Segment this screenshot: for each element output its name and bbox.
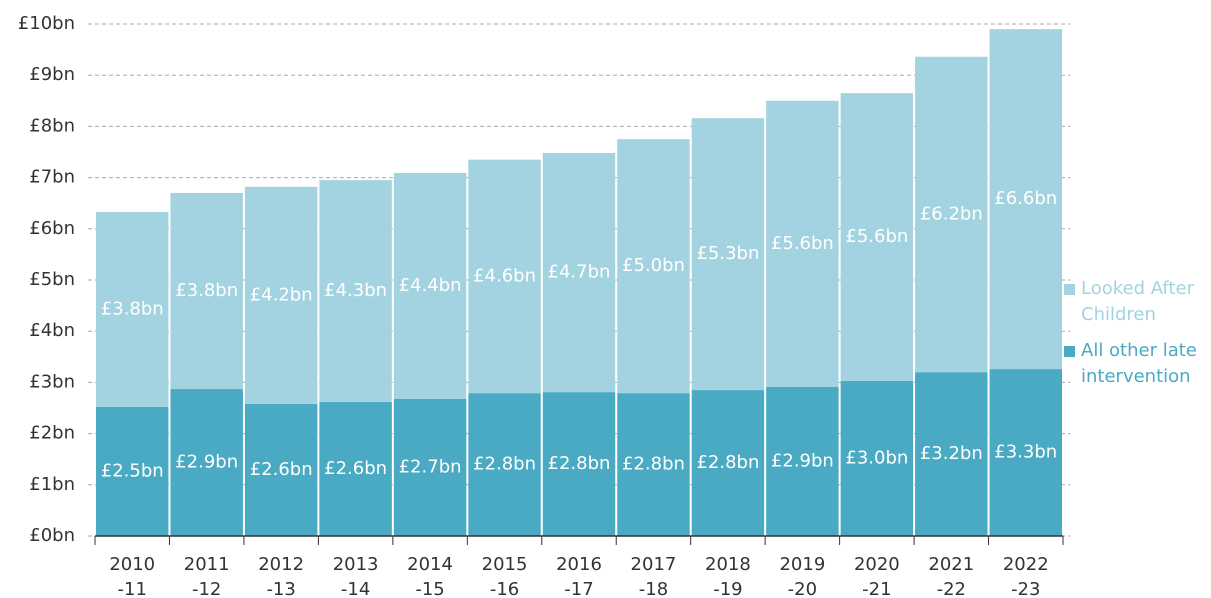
x-tick-label: 2017 -18 <box>631 554 677 598</box>
data-label: £4.7bn <box>548 262 611 283</box>
data-label: £2.8bn <box>696 452 759 473</box>
data-label: £2.6bn <box>324 458 387 479</box>
x-tick-label: 2011 -12 <box>184 554 230 598</box>
x-tick-label: 2014 -15 <box>407 554 453 598</box>
y-tick-label: £3bn <box>29 371 75 392</box>
x-tick-label: 2016 -17 <box>556 554 602 598</box>
bar <box>617 139 690 394</box>
data-label: £5.0bn <box>622 255 685 276</box>
bar <box>915 372 988 536</box>
x-tick-label: 2022 -23 <box>1003 554 1049 598</box>
bar <box>319 401 392 536</box>
data-label: £2.6bn <box>250 459 313 480</box>
bar <box>393 172 467 399</box>
bar <box>96 406 169 536</box>
x-tick-label: 2019 -20 <box>779 554 825 598</box>
x-tick-label: 2012 -13 <box>258 554 304 598</box>
y-tick-label: £5bn <box>29 269 75 290</box>
bar <box>989 29 1062 370</box>
data-label: £4.2bn <box>250 284 313 305</box>
data-label: £2.5bn <box>101 460 164 481</box>
bar <box>244 403 318 536</box>
data-label: £4.3bn <box>324 280 387 301</box>
bar <box>319 180 392 402</box>
data-label: £3.0bn <box>845 447 908 468</box>
y-tick-label: £2bn <box>29 423 75 444</box>
bar <box>840 380 914 536</box>
bar <box>989 369 1062 536</box>
data-label: £4.6bn <box>473 265 536 286</box>
legend-label: Looked After Children <box>1081 278 1194 325</box>
legend-swatch <box>1064 346 1075 357</box>
y-tick-label: £4bn <box>29 320 75 341</box>
data-label: £6.6bn <box>994 188 1057 209</box>
bar <box>766 387 839 536</box>
bar <box>244 186 318 404</box>
bar <box>915 56 988 373</box>
legend-entry: All other late intervention <box>1064 338 1209 390</box>
data-label: £3.8bn <box>175 280 238 301</box>
bar <box>468 393 541 536</box>
data-label: £2.8bn <box>548 453 611 474</box>
bar <box>393 398 467 536</box>
y-tick-label: £7bn <box>29 167 75 188</box>
y-tick-label: £1bn <box>29 474 75 495</box>
x-tick-label: 2013 -14 <box>333 554 379 598</box>
x-tick-label: 2015 -16 <box>482 554 528 598</box>
bar <box>468 159 541 394</box>
bar <box>170 192 243 390</box>
data-label: £6.2bn <box>920 203 983 224</box>
bar <box>840 93 914 381</box>
y-tick-label: £8bn <box>29 115 75 136</box>
data-label: £5.3bn <box>696 243 759 264</box>
bar <box>96 211 169 407</box>
y-tick-label: £6bn <box>29 218 75 239</box>
legend: Looked After Children All other late inte… <box>1064 276 1209 400</box>
data-label: £2.7bn <box>399 456 462 477</box>
legend-swatch <box>1064 284 1075 295</box>
data-label: £2.8bn <box>622 454 685 475</box>
legend-entry: Looked After Children <box>1064 276 1209 328</box>
data-label: £4.4bn <box>399 275 462 296</box>
y-tick-label: £0bn <box>29 525 75 546</box>
bar <box>691 390 765 536</box>
data-label: £5.6bn <box>845 226 908 247</box>
x-tick-label: 2010 -11 <box>109 554 155 598</box>
data-label: £2.9bn <box>175 452 238 473</box>
bar <box>691 118 765 391</box>
bar <box>542 153 616 393</box>
data-label: £3.2bn <box>920 443 983 464</box>
bar <box>542 392 616 536</box>
x-tick-label: 2018 -19 <box>705 554 751 598</box>
data-label: £5.6bn <box>771 233 834 254</box>
data-label: £2.8bn <box>473 454 536 475</box>
data-label: £3.3bn <box>994 442 1057 463</box>
x-tick-label: 2020 -21 <box>854 554 900 598</box>
bar <box>766 100 839 388</box>
y-tick-label: £9bn <box>29 64 75 85</box>
bar <box>170 389 243 536</box>
bar <box>617 393 690 536</box>
x-tick-label: 2021 -22 <box>928 554 974 598</box>
data-label: £3.8bn <box>101 298 164 319</box>
data-label: £2.9bn <box>771 451 834 472</box>
legend-label: All other late intervention <box>1081 340 1197 387</box>
y-tick-label: £10bn <box>18 13 75 34</box>
